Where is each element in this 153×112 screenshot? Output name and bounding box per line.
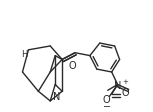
Text: −: −	[103, 101, 111, 111]
Text: N: N	[114, 80, 121, 90]
Text: O: O	[122, 87, 129, 97]
Text: N: N	[54, 91, 61, 101]
Text: +: +	[123, 78, 129, 84]
Text: O: O	[103, 94, 110, 104]
Text: O: O	[68, 61, 76, 71]
Text: H: H	[21, 50, 28, 59]
